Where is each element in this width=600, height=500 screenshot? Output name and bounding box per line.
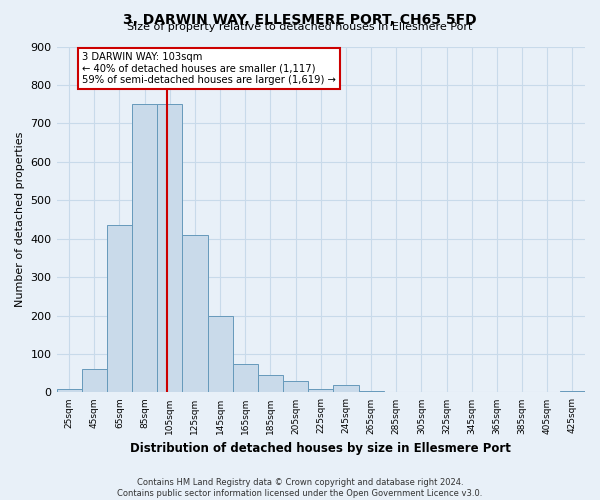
Text: Contains HM Land Registry data © Crown copyright and database right 2024.
Contai: Contains HM Land Registry data © Crown c… (118, 478, 482, 498)
Text: 3, DARWIN WAY, ELLESMERE PORT, CH65 5FD: 3, DARWIN WAY, ELLESMERE PORT, CH65 5FD (123, 12, 477, 26)
Text: 3 DARWIN WAY: 103sqm
← 40% of detached houses are smaller (1,117)
59% of semi-de: 3 DARWIN WAY: 103sqm ← 40% of detached h… (82, 52, 335, 86)
Y-axis label: Number of detached properties: Number of detached properties (15, 132, 25, 307)
Bar (56, 388, 82, 392)
Bar (157, 104, 182, 393)
Bar (258, 375, 283, 392)
Bar (107, 225, 132, 392)
X-axis label: Distribution of detached houses by size in Ellesmere Port: Distribution of detached houses by size … (130, 442, 511, 455)
Bar (208, 316, 233, 392)
Bar (132, 104, 157, 393)
Bar (283, 381, 308, 392)
Bar (308, 388, 334, 392)
Bar (82, 370, 107, 392)
Bar (359, 390, 383, 392)
Bar (233, 364, 258, 392)
Bar (334, 384, 359, 392)
Text: Size of property relative to detached houses in Ellesmere Port: Size of property relative to detached ho… (127, 22, 473, 32)
Bar (560, 390, 585, 392)
Bar (182, 235, 208, 392)
